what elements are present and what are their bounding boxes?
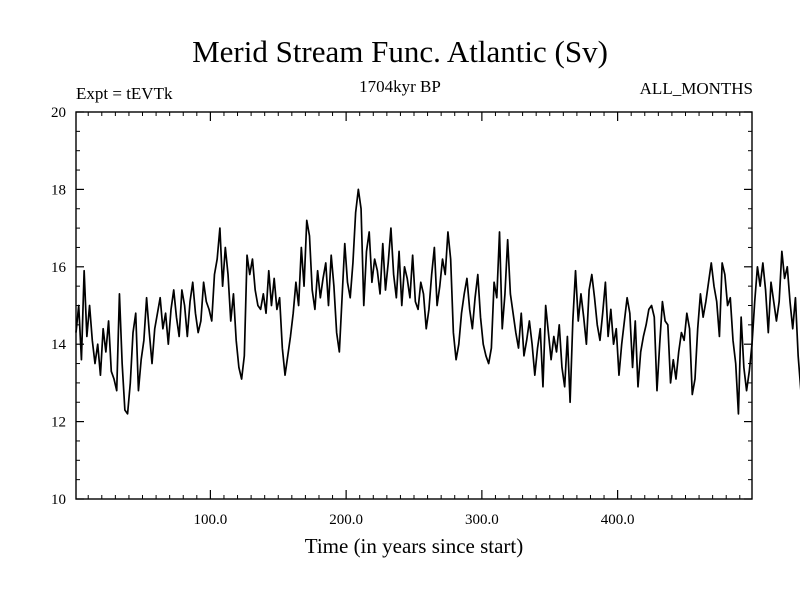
x-tick-label: 200.0 [329, 512, 363, 528]
period-label: 1704kyr BP [359, 77, 441, 96]
y-tick-label: 16 [51, 260, 67, 276]
x-tick-label: 300.0 [465, 512, 499, 528]
series-line-merid-stream-func [75, 188, 800, 415]
months-label: ALL_MONTHS [639, 79, 753, 98]
x-tick-label: 400.0 [601, 512, 635, 528]
y-tick-label: 18 [51, 182, 66, 198]
y-tick-label: 12 [51, 415, 66, 431]
experiment-label: Expt = tEVTk [76, 84, 173, 103]
y-tick-label: 14 [51, 337, 67, 353]
y-tick-label: 10 [51, 492, 66, 508]
chart-title: Merid Stream Func. Atlantic (Sv) [192, 34, 608, 69]
y-tick-label: 20 [51, 105, 66, 121]
x-axis-label: Time (in years since start) [305, 534, 524, 558]
x-tick-label: 100.0 [194, 512, 228, 528]
plot-frame [75, 111, 753, 500]
